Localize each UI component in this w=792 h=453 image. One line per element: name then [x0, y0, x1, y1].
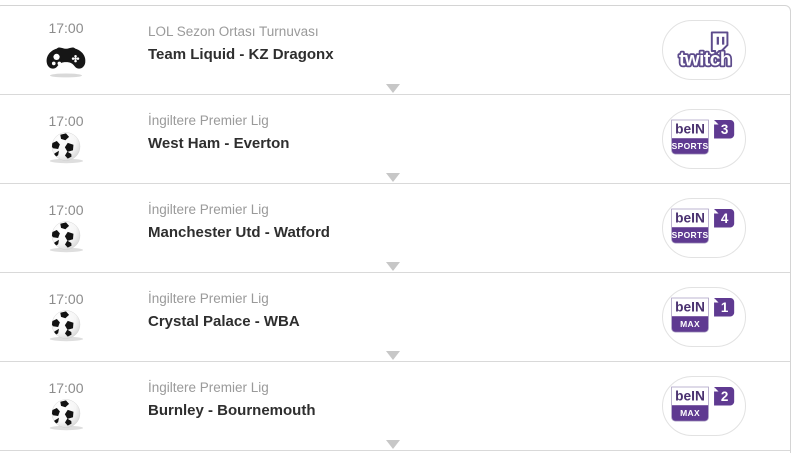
- svg-text:SPORTS: SPORTS: [671, 230, 708, 240]
- svg-text:SPORTS: SPORTS: [671, 141, 708, 151]
- svg-text:beIN: beIN: [675, 122, 705, 137]
- svg-text:MAX: MAX: [680, 319, 700, 329]
- svg-text:beIN: beIN: [675, 211, 705, 226]
- svg-text:beIN: beIN: [675, 300, 705, 315]
- svg-text:twitch: twitch: [678, 50, 730, 71]
- svg-text:beIN: beIN: [675, 389, 705, 404]
- svg-text:4: 4: [720, 211, 728, 226]
- svg-text:3: 3: [720, 122, 727, 137]
- svg-text:1: 1: [720, 300, 728, 315]
- svg-text:MAX: MAX: [680, 408, 700, 418]
- svg-text:2: 2: [720, 389, 727, 404]
